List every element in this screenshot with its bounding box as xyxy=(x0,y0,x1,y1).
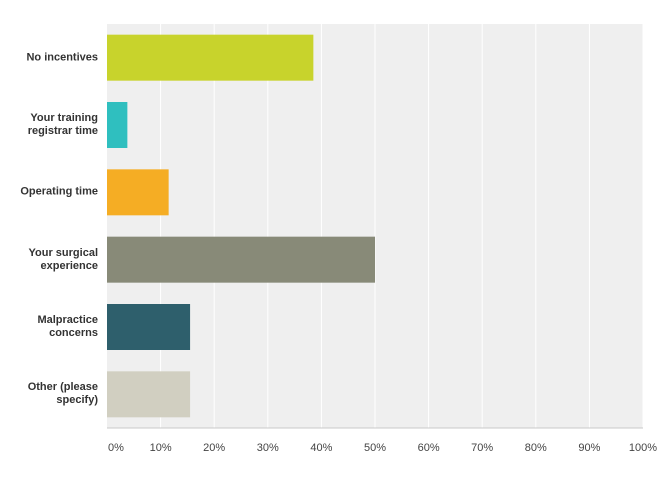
category-label: Other (please specify) xyxy=(27,381,98,407)
bar xyxy=(107,34,314,81)
x-tick-label: 30% xyxy=(257,442,279,454)
x-tick-label: 0% xyxy=(108,442,124,454)
x-tick-label: 90% xyxy=(578,442,600,454)
x-tick-label: 20% xyxy=(203,442,225,454)
bar xyxy=(107,169,169,216)
category-label: Your training registrar time xyxy=(27,112,98,137)
bar xyxy=(107,304,191,350)
bar xyxy=(107,102,128,148)
category-label: Malpractice concerns xyxy=(37,314,98,339)
category-label: Operating time xyxy=(20,185,98,198)
x-tick-label: 50% xyxy=(364,442,386,454)
category-label: No incentives xyxy=(26,51,98,64)
x-tick-label: 100% xyxy=(629,442,657,454)
bar xyxy=(107,371,191,418)
x-tick-label: 40% xyxy=(310,442,332,454)
x-tick-label: 70% xyxy=(471,442,493,454)
category-label: Your surgical experience xyxy=(28,246,98,272)
bar xyxy=(107,236,375,283)
x-tick-label: 60% xyxy=(418,442,440,454)
x-tick-label: 10% xyxy=(150,442,172,454)
x-tick-label: 80% xyxy=(525,442,547,454)
